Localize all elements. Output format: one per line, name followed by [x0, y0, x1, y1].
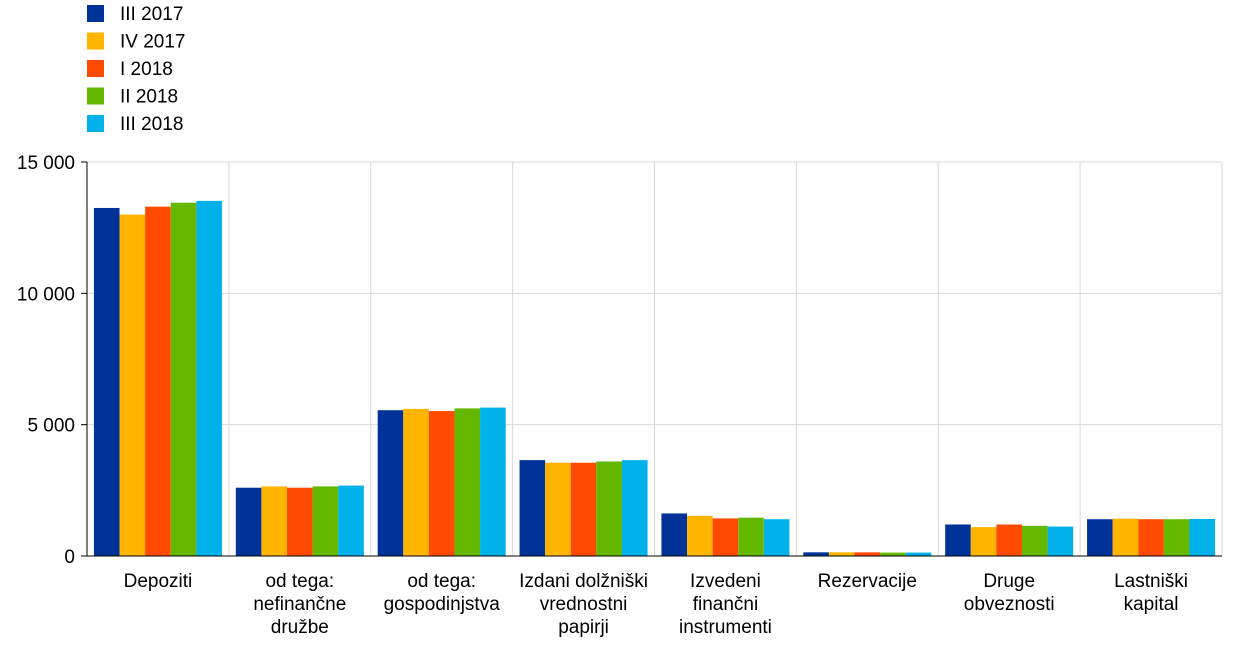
- bar: [1138, 519, 1164, 556]
- bar: [170, 202, 197, 557]
- legend: III 2017 IV 2017 I 2018 II 2018 III 2018: [87, 4, 186, 135]
- bar: [145, 206, 171, 557]
- x-category-label-line: nefinančne: [253, 594, 346, 615]
- bar: [712, 518, 739, 556]
- legend-swatch: [87, 5, 104, 22]
- x-category-label-line: finančni: [693, 594, 759, 615]
- bar: [519, 460, 546, 556]
- bar: [545, 462, 571, 556]
- x-category-label-line: Rezervacije: [818, 571, 917, 592]
- legend-swatch: [87, 60, 104, 77]
- legend-swatch: [87, 115, 104, 132]
- bar: [196, 200, 222, 556]
- x-category-label-line: papirji: [558, 617, 609, 638]
- grid-lines: [87, 161, 1223, 556]
- bar: [596, 461, 622, 556]
- x-category-label: Izdani dolžniški vrednostni papirji: [519, 571, 648, 638]
- x-category-label: Izvedeni finančni instrumenti: [679, 571, 772, 638]
- bar: [880, 552, 906, 556]
- bar: [403, 408, 429, 556]
- bar: [287, 487, 313, 556]
- bar: [687, 515, 713, 556]
- bar: [119, 214, 146, 557]
- bar: [261, 486, 288, 556]
- x-category-label: Depoziti: [124, 571, 193, 592]
- bar: [93, 207, 120, 556]
- x-category-label-line: vrednostni: [540, 594, 628, 615]
- bars: [93, 200, 1216, 557]
- x-category-label-line: instrumenti: [679, 617, 772, 638]
- legend-swatch: [87, 32, 104, 50]
- x-category-label-line: obveznosti: [964, 594, 1055, 615]
- x-category-label-line: od tega:: [265, 571, 334, 592]
- bar: [945, 524, 971, 556]
- x-category-label-line: gospodinjstva: [384, 594, 501, 615]
- x-category-label: od tega: nefinančne družbe: [253, 571, 346, 638]
- bar: [661, 513, 688, 556]
- x-category-label: od tega: gospodinjstva: [384, 571, 501, 615]
- bar: [828, 552, 855, 556]
- bar: [480, 407, 506, 556]
- bar: [1087, 519, 1113, 556]
- legend-label: II 2018: [120, 87, 178, 108]
- y-tick-label: 15 000: [17, 153, 75, 174]
- y-tick-label: 0: [64, 547, 75, 568]
- x-category-label-line: od tega:: [407, 571, 476, 592]
- bar: [338, 485, 364, 556]
- x-category-label-line: Izdani dolžniški: [519, 571, 648, 592]
- bar: [1163, 519, 1190, 556]
- bar: [854, 552, 881, 556]
- bar: [570, 462, 597, 556]
- bar: [1047, 526, 1074, 556]
- bar: [454, 408, 481, 556]
- legend-label: III 2017: [120, 4, 183, 25]
- x-category-label-line: Depoziti: [124, 571, 193, 592]
- legend-label: I 2018: [120, 59, 173, 80]
- legend-swatch: [87, 87, 104, 105]
- x-category-label-line: družbe: [271, 617, 329, 638]
- bar: [803, 552, 829, 556]
- x-category-label-line: Lastniški: [1114, 571, 1188, 592]
- legend-label: IV 2017: [120, 32, 186, 53]
- x-category-label-line: Izvedeni: [690, 571, 761, 592]
- x-category-label-line: Druge: [983, 571, 1035, 592]
- legend-label: III 2018: [120, 114, 183, 135]
- x-category-label: Lastniški kapital: [1114, 571, 1188, 615]
- bar: [1112, 518, 1139, 556]
- bar: [1189, 518, 1216, 556]
- bar: [970, 527, 997, 556]
- bar: [1021, 525, 1048, 556]
- bar: [996, 524, 1022, 556]
- bar: [235, 487, 262, 556]
- bar: [738, 517, 764, 556]
- x-category-label: Druge obveznosti: [964, 571, 1055, 615]
- bar: [905, 552, 932, 556]
- x-category-label-line: kapital: [1124, 594, 1179, 615]
- bar: [377, 410, 404, 556]
- bar: [428, 411, 455, 556]
- y-tick-label: 5 000: [27, 416, 75, 437]
- bar: [763, 519, 790, 556]
- x-category-label: Rezervacije: [818, 571, 917, 592]
- bar: [312, 486, 339, 556]
- y-tick-label: 10 000: [17, 284, 75, 305]
- bar: [621, 460, 648, 556]
